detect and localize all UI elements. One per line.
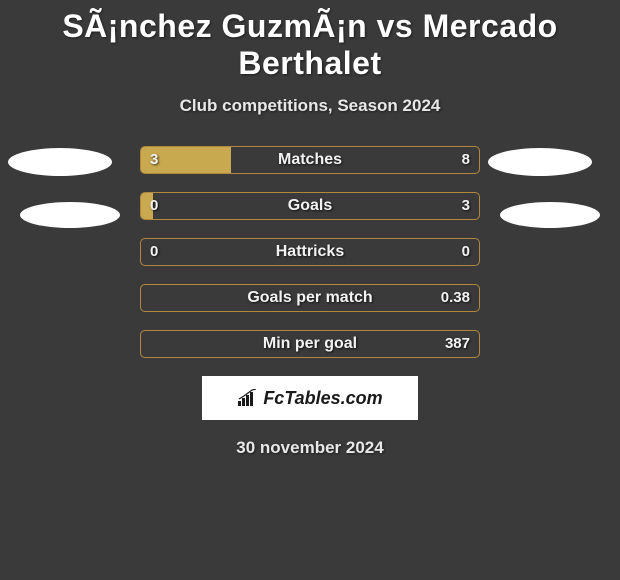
- date-text: 30 november 2024: [0, 438, 620, 458]
- decorative-ellipse: [488, 148, 592, 176]
- stat-row: 0Hattricks0: [140, 238, 480, 266]
- stat-label: Min per goal: [140, 330, 480, 358]
- stat-row: 3Matches8: [140, 146, 480, 174]
- stat-label: Goals: [140, 192, 480, 220]
- decorative-ellipse: [20, 202, 120, 228]
- subtitle: Club competitions, Season 2024: [0, 96, 620, 116]
- decorative-ellipse: [8, 148, 112, 176]
- stat-value-right: 3: [462, 192, 470, 220]
- stat-row: 0Goals3: [140, 192, 480, 220]
- source-logo: FcTables.com: [202, 376, 418, 420]
- comparison-card: SÃ¡nchez GuzmÃ¡n vs Mercado Berthalet Cl…: [0, 0, 620, 458]
- stats-area: 3Matches80Goals30Hattricks0Goals per mat…: [0, 146, 620, 358]
- stat-value-right: 387: [445, 330, 470, 358]
- stat-value-right: 8: [462, 146, 470, 174]
- page-title: SÃ¡nchez GuzmÃ¡n vs Mercado Berthalet: [0, 8, 620, 82]
- stat-label: Goals per match: [140, 284, 480, 312]
- stat-value-right: 0: [462, 238, 470, 266]
- stat-label: Hattricks: [140, 238, 480, 266]
- stat-row: Min per goal387: [140, 330, 480, 358]
- stat-row: Goals per match0.38: [140, 284, 480, 312]
- chart-icon: [237, 389, 259, 407]
- stat-label: Matches: [140, 146, 480, 174]
- decorative-ellipse: [500, 202, 600, 228]
- stat-value-right: 0.38: [441, 284, 470, 312]
- logo-text: FcTables.com: [263, 388, 382, 409]
